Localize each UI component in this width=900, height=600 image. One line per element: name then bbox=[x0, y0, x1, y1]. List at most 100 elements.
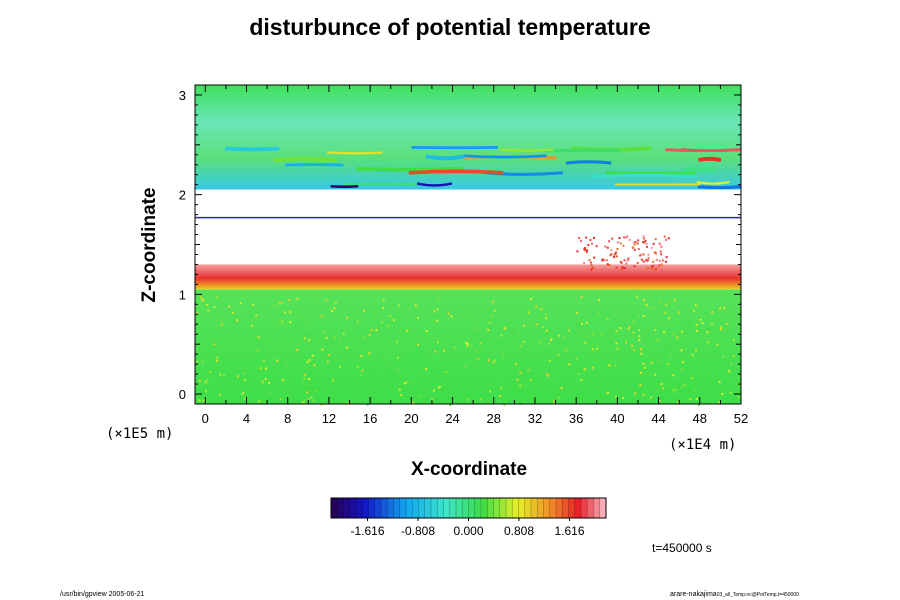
colorbar-cell bbox=[537, 498, 544, 518]
heatmap-speckle bbox=[529, 298, 532, 301]
heatmap-speckle bbox=[695, 329, 698, 332]
heatmap-speckle bbox=[249, 399, 252, 402]
heatmap-speckle-warm bbox=[590, 264, 593, 267]
heatmap-speckle bbox=[255, 314, 258, 317]
x-axis-unit: (×1E4 m) bbox=[669, 437, 737, 453]
heatmap-speckle-warm bbox=[652, 260, 655, 263]
heatmap-speckle bbox=[519, 345, 522, 348]
heatmap-speckle bbox=[500, 334, 503, 337]
heatmap-streak bbox=[605, 171, 697, 176]
heatmap-speckle bbox=[409, 382, 412, 385]
heatmap-speckle bbox=[498, 395, 501, 398]
heatmap-speckle-warm bbox=[639, 254, 642, 257]
colorbar-cell bbox=[493, 498, 501, 518]
heatmap-speckle bbox=[731, 367, 734, 370]
heatmap-speckle-warm bbox=[626, 259, 629, 262]
heatmap-speckle bbox=[296, 297, 299, 300]
heatmap-speckle bbox=[353, 331, 356, 334]
heatmap-texture bbox=[195, 145, 742, 406]
heatmap-speckle bbox=[645, 304, 648, 307]
heatmap-speckle-warm bbox=[642, 253, 645, 256]
heatmap-speckle bbox=[209, 378, 212, 381]
heatmap-speckle bbox=[695, 349, 698, 352]
heatmap-speckle bbox=[314, 390, 317, 393]
heatmap-speckle bbox=[628, 326, 631, 329]
heatmap-speckle bbox=[697, 403, 700, 406]
heatmap-speckle bbox=[660, 383, 663, 386]
heatmap-speckle-warm bbox=[615, 266, 618, 269]
colorbar-cell bbox=[418, 498, 426, 518]
heatmap-speckle bbox=[420, 349, 423, 352]
colorbar-cell bbox=[443, 498, 451, 518]
heatmap-speckle bbox=[473, 327, 476, 330]
heatmap-speckle bbox=[329, 332, 332, 335]
heatmap-speckle bbox=[312, 399, 315, 402]
colorbar-cell bbox=[374, 498, 382, 518]
heatmap-speckle bbox=[683, 384, 686, 387]
heatmap-speckle bbox=[325, 336, 328, 339]
heatmap-speckle bbox=[360, 374, 363, 377]
heatmap-streak bbox=[224, 146, 280, 152]
heatmap-speckle bbox=[267, 381, 270, 384]
heatmap-speckle bbox=[437, 297, 440, 300]
heatmap-speckle bbox=[236, 319, 239, 322]
heatmap-speckle bbox=[552, 400, 555, 403]
heatmap-speckle bbox=[242, 392, 245, 395]
heatmap-speckle-warm bbox=[650, 265, 653, 268]
heatmap-speckle-warm bbox=[654, 252, 657, 255]
heatmap-speckle bbox=[357, 316, 360, 319]
heatmap-speckle bbox=[487, 359, 490, 362]
heatmap-speckle bbox=[585, 321, 588, 324]
heatmap-speckle bbox=[712, 299, 715, 302]
heatmap-speckle bbox=[211, 338, 214, 341]
heatmap-speckle bbox=[597, 299, 600, 302]
heatmap-speckle bbox=[239, 302, 242, 305]
heatmap-speckle bbox=[332, 379, 335, 382]
heatmap-speckle bbox=[317, 343, 320, 346]
heatmap-speckle bbox=[522, 384, 525, 387]
colorbar-cell bbox=[437, 498, 444, 518]
heatmap-speckle-warm bbox=[583, 262, 586, 265]
heatmap-speckle bbox=[580, 378, 583, 381]
heatmap-speckle bbox=[523, 324, 526, 327]
heatmap-speckle bbox=[720, 325, 723, 328]
heatmap-speckle bbox=[417, 317, 420, 320]
heatmap-speckle-warm bbox=[611, 237, 614, 240]
heatmap-speckle bbox=[202, 399, 205, 402]
heatmap-speckle bbox=[345, 346, 348, 349]
x-tick-label: 4 bbox=[243, 411, 250, 426]
heatmap-speckle-warm bbox=[650, 246, 653, 249]
heatmap-streak bbox=[416, 182, 453, 187]
heatmap-speckle bbox=[368, 353, 371, 356]
heatmap-speckle bbox=[540, 308, 543, 311]
heatmap-speckle bbox=[522, 341, 525, 344]
heatmap-speckle bbox=[622, 382, 625, 385]
heatmap-speckle bbox=[688, 321, 691, 324]
heatmap-speckle bbox=[728, 370, 731, 373]
heatmap-speckle-warm bbox=[620, 262, 623, 265]
heatmap-speckle bbox=[654, 328, 657, 331]
heatmap-speckle bbox=[534, 375, 537, 378]
heatmap-speckle bbox=[220, 323, 223, 326]
heatmap-speckle-warm bbox=[625, 236, 628, 239]
heatmap-speckle bbox=[596, 347, 599, 350]
heatmap-speckle bbox=[281, 322, 284, 325]
heatmap-speckle bbox=[198, 379, 201, 382]
heatmap-speckle bbox=[562, 336, 565, 339]
heatmap-speckle bbox=[206, 303, 209, 306]
heatmap-speckle-warm bbox=[623, 236, 626, 239]
heatmap-speckle-warm bbox=[589, 261, 592, 264]
heatmap-speckle bbox=[545, 373, 548, 376]
heatmap-speckle bbox=[580, 322, 583, 325]
heatmap-speckle bbox=[503, 302, 506, 305]
heatmap-speckle bbox=[482, 353, 485, 356]
heatmap-speckle-warm bbox=[667, 237, 670, 240]
heatmap-streak bbox=[355, 166, 464, 172]
heatmap-speckle bbox=[639, 384, 642, 387]
heatmap-streak bbox=[425, 154, 466, 161]
colorbar-cell bbox=[331, 498, 338, 518]
heatmap-speckle bbox=[662, 387, 665, 390]
blank-region bbox=[195, 189, 741, 213]
colorbar-cell bbox=[362, 498, 369, 518]
heatmap-speckle-warm bbox=[640, 258, 643, 261]
